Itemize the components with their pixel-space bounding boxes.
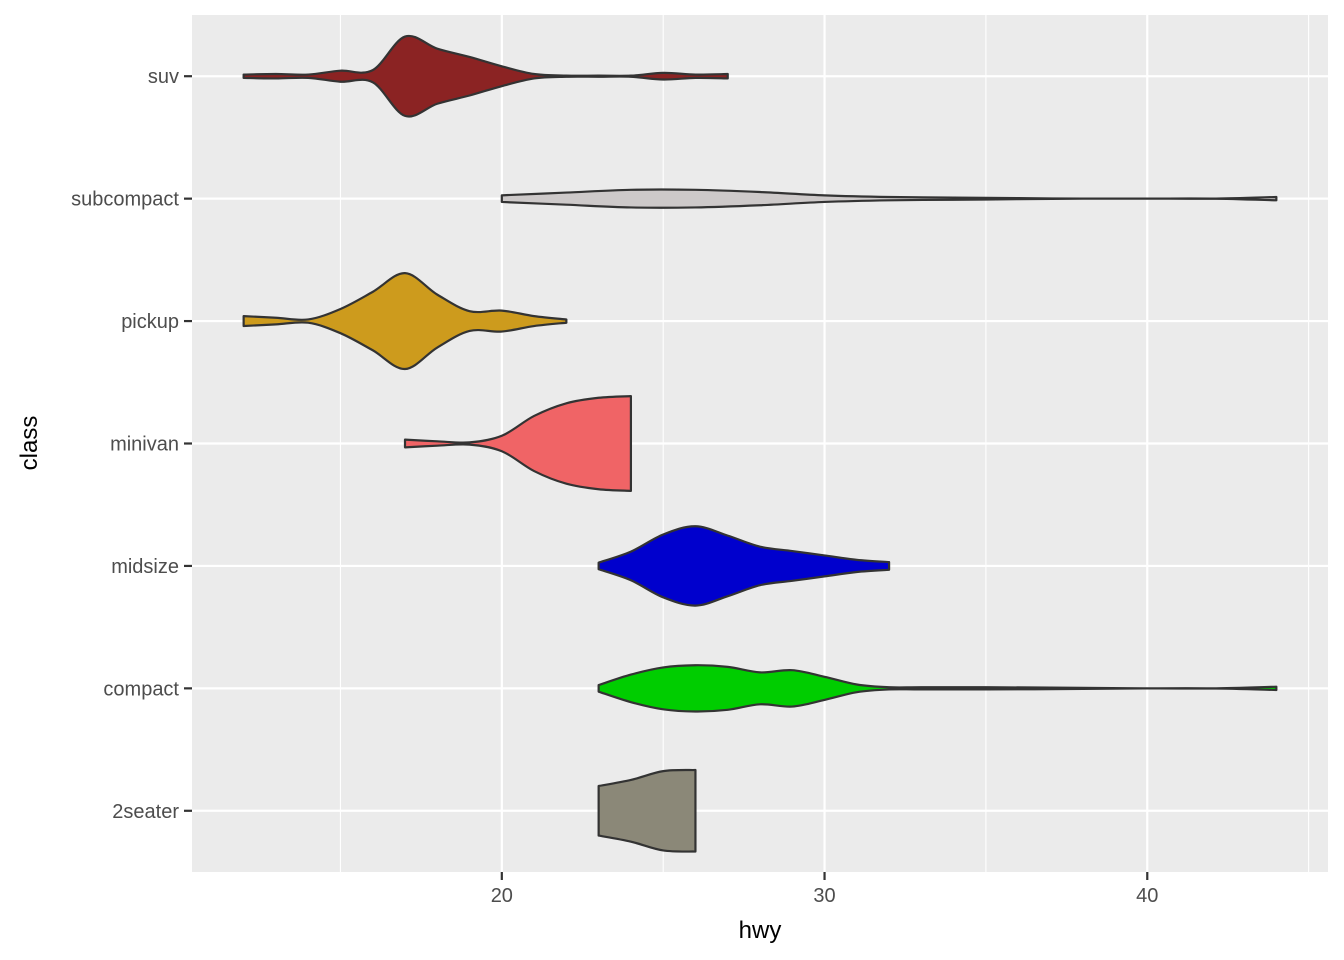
- y-tick-label: compact: [103, 678, 179, 700]
- y-tick-label: pickup: [121, 311, 179, 333]
- violin-suv: [242, 34, 729, 118]
- x-tick-label: 40: [1136, 885, 1158, 907]
- y-tick-label: 2seater: [112, 801, 179, 823]
- violin-compact: [597, 664, 1278, 713]
- x-tick-label: 30: [813, 885, 835, 907]
- violins: [242, 34, 1278, 853]
- y-axis: 2seater compact midsize minivan pickup subcom…: [71, 66, 192, 823]
- y-tick-label: subcompact: [71, 189, 179, 211]
- x-tick-label: 20: [491, 885, 513, 907]
- x-axis-title: hwy: [739, 917, 782, 944]
- y-tick-label: suv: [148, 66, 179, 88]
- x-axis: 20 30 40: [491, 872, 1158, 907]
- violin-minivan: [403, 395, 633, 492]
- violin-pickup: [242, 272, 568, 371]
- violin-2seater: [597, 768, 697, 853]
- violin-midsize: [597, 525, 891, 607]
- violin-subcompact: [500, 188, 1278, 209]
- y-axis-title: class: [16, 416, 43, 471]
- y-tick-label: midsize: [111, 556, 179, 578]
- y-tick-label: minivan: [110, 434, 179, 456]
